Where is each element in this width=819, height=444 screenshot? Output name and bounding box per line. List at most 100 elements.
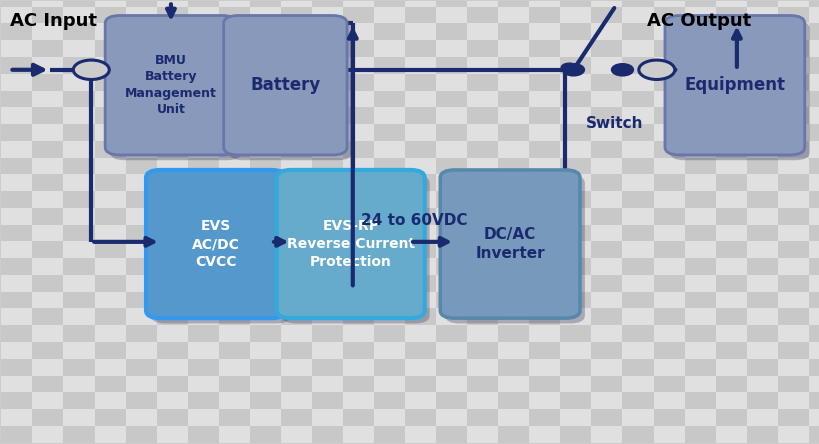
Bar bbox=[746, 174, 776, 191]
Bar bbox=[250, 242, 281, 258]
Bar bbox=[125, 258, 156, 275]
Bar bbox=[219, 7, 250, 24]
Bar bbox=[529, 0, 559, 7]
Bar bbox=[94, 91, 125, 107]
Bar bbox=[590, 426, 622, 443]
Bar bbox=[498, 74, 529, 91]
Bar bbox=[94, 242, 125, 258]
Bar bbox=[342, 191, 373, 208]
Bar bbox=[776, 57, 808, 74]
Text: EVS
AC/DC
CVCC: EVS AC/DC CVCC bbox=[192, 219, 239, 269]
Bar bbox=[622, 309, 653, 325]
Bar bbox=[373, 191, 405, 208]
Bar bbox=[342, 359, 373, 376]
Bar bbox=[529, 7, 559, 24]
Bar bbox=[373, 91, 405, 107]
Bar bbox=[590, 74, 622, 91]
Bar bbox=[498, 7, 529, 24]
Bar bbox=[776, 258, 808, 275]
Bar bbox=[311, 7, 342, 24]
Text: Switch: Switch bbox=[585, 116, 642, 131]
Bar bbox=[467, 409, 498, 426]
Bar bbox=[373, 392, 405, 409]
Bar bbox=[188, 107, 219, 124]
Bar bbox=[436, 426, 467, 443]
Bar bbox=[342, 292, 373, 309]
Bar bbox=[684, 158, 715, 174]
Bar bbox=[467, 426, 498, 443]
Bar bbox=[405, 309, 436, 325]
Bar bbox=[684, 191, 715, 208]
Bar bbox=[808, 0, 819, 7]
Bar bbox=[559, 342, 590, 359]
Bar bbox=[281, 57, 311, 74]
Bar bbox=[776, 426, 808, 443]
Bar bbox=[342, 0, 373, 7]
Bar bbox=[156, 74, 188, 91]
Bar bbox=[808, 392, 819, 409]
Bar bbox=[808, 107, 819, 124]
FancyBboxPatch shape bbox=[445, 175, 584, 324]
Bar bbox=[559, 376, 590, 392]
Bar bbox=[373, 359, 405, 376]
Bar bbox=[622, 208, 653, 225]
Bar bbox=[776, 242, 808, 258]
Bar bbox=[529, 208, 559, 225]
Bar bbox=[715, 91, 746, 107]
Bar bbox=[498, 275, 529, 292]
Bar bbox=[281, 7, 311, 24]
Bar bbox=[529, 342, 559, 359]
Text: AC Input: AC Input bbox=[10, 12, 97, 31]
Bar bbox=[94, 275, 125, 292]
Bar bbox=[2, 225, 33, 242]
Bar bbox=[311, 275, 342, 292]
Bar bbox=[125, 309, 156, 325]
Bar bbox=[684, 275, 715, 292]
Bar bbox=[776, 225, 808, 242]
Bar bbox=[219, 292, 250, 309]
Bar bbox=[746, 325, 776, 342]
Bar bbox=[405, 342, 436, 359]
Bar bbox=[188, 74, 219, 91]
Bar bbox=[498, 392, 529, 409]
Bar bbox=[776, 24, 808, 40]
Bar bbox=[715, 24, 746, 40]
Bar bbox=[125, 342, 156, 359]
Bar bbox=[467, 124, 498, 141]
Bar bbox=[125, 409, 156, 426]
Bar bbox=[94, 309, 125, 325]
Bar bbox=[94, 158, 125, 174]
Circle shape bbox=[562, 64, 583, 75]
Bar bbox=[498, 0, 529, 7]
Bar bbox=[715, 107, 746, 124]
Bar bbox=[342, 91, 373, 107]
Bar bbox=[156, 359, 188, 376]
Bar bbox=[342, 409, 373, 426]
Bar bbox=[311, 0, 342, 7]
Bar bbox=[684, 57, 715, 74]
Bar bbox=[808, 409, 819, 426]
Bar bbox=[311, 325, 342, 342]
Bar bbox=[808, 292, 819, 309]
Circle shape bbox=[611, 64, 632, 75]
Circle shape bbox=[73, 60, 109, 79]
Bar bbox=[622, 191, 653, 208]
Text: DC/AC
Inverter: DC/AC Inverter bbox=[475, 227, 545, 261]
Bar bbox=[281, 242, 311, 258]
Bar bbox=[715, 191, 746, 208]
Bar bbox=[776, 91, 808, 107]
Bar bbox=[281, 376, 311, 392]
Bar bbox=[653, 242, 684, 258]
FancyBboxPatch shape bbox=[146, 170, 286, 318]
Bar bbox=[188, 309, 219, 325]
Bar bbox=[746, 40, 776, 57]
Bar bbox=[63, 225, 94, 242]
Bar bbox=[776, 158, 808, 174]
Bar bbox=[529, 426, 559, 443]
Bar bbox=[342, 74, 373, 91]
Bar bbox=[250, 225, 281, 242]
Bar bbox=[405, 57, 436, 74]
Bar bbox=[405, 208, 436, 225]
Bar bbox=[311, 258, 342, 275]
Bar bbox=[684, 74, 715, 91]
